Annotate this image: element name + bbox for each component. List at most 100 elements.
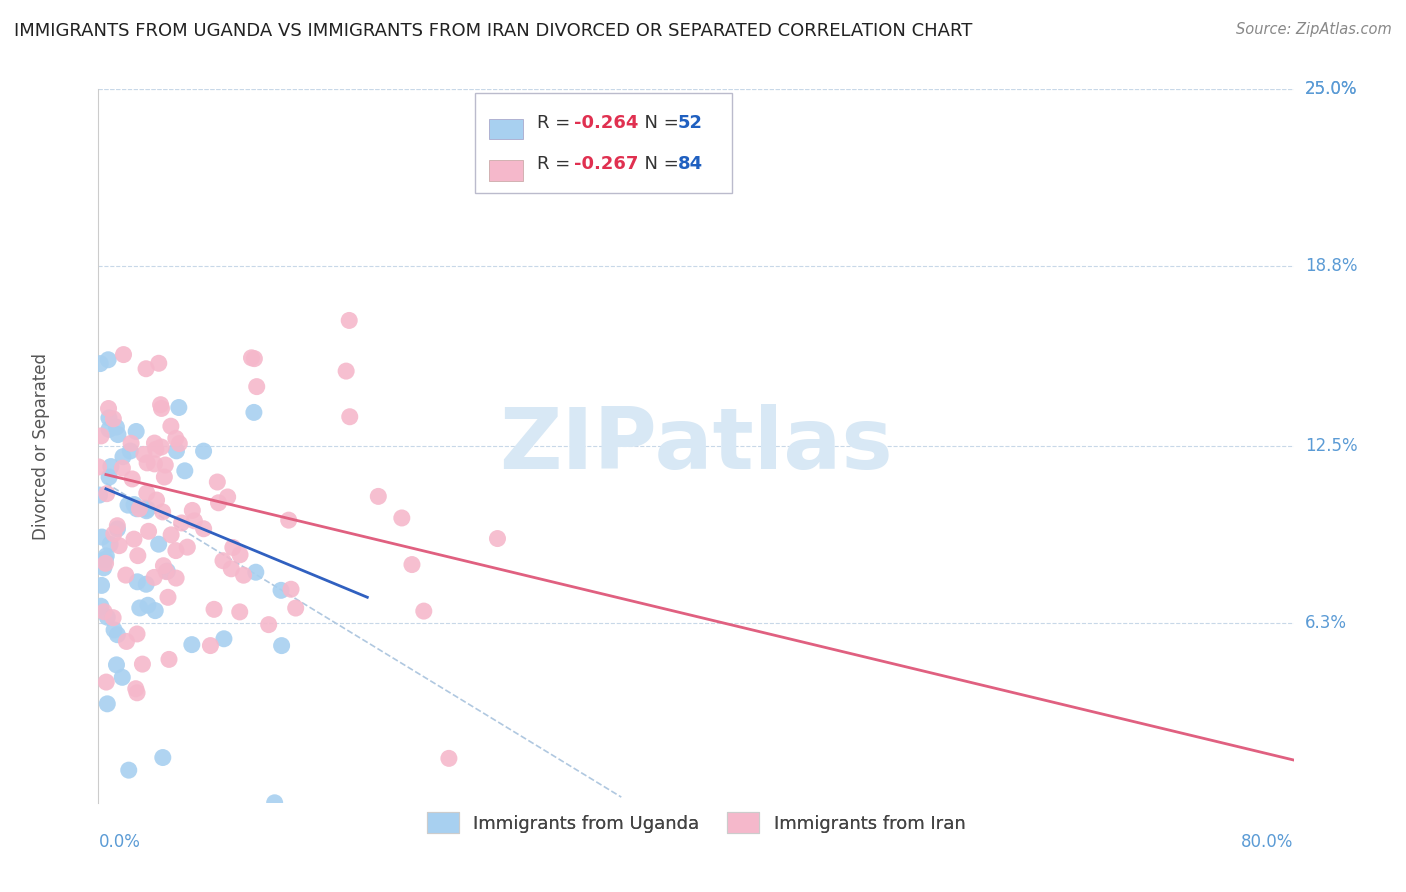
Point	[97, 401, 120, 416]
Point	[155, 565, 177, 579]
Point	[111, 670, 134, 684]
Point	[157, 652, 180, 666]
Point	[94, 557, 117, 571]
Point	[165, 431, 187, 445]
Text: 18.8%: 18.8%	[1305, 257, 1357, 275]
Text: -0.264: -0.264	[574, 114, 638, 132]
Text: IMMIGRANTS FROM UGANDA VS IMMIGRANTS FROM IRAN DIVORCED OR SEPARATED CORRELATION: IMMIGRANTS FROM UGANDA VS IMMIGRANTS FRO…	[14, 22, 973, 40]
Point	[180, 638, 202, 652]
Point	[118, 763, 141, 777]
Point	[128, 501, 150, 516]
Point	[89, 488, 111, 502]
FancyBboxPatch shape	[489, 119, 523, 139]
Point	[143, 604, 166, 618]
Point	[246, 379, 269, 393]
Point	[160, 419, 183, 434]
Point	[135, 504, 157, 518]
Point	[132, 447, 155, 461]
Point	[108, 539, 131, 553]
Point	[135, 361, 157, 376]
Point	[111, 461, 134, 475]
Point	[165, 543, 187, 558]
Point	[222, 541, 245, 555]
Point	[121, 472, 143, 486]
Point	[96, 697, 118, 711]
Point	[257, 617, 280, 632]
Text: 52: 52	[678, 114, 703, 132]
Text: ZIPatlas: ZIPatlas	[499, 404, 893, 488]
Point	[212, 554, 235, 568]
Point	[112, 348, 135, 362]
Point	[128, 601, 150, 615]
Point	[337, 313, 360, 327]
Point	[100, 459, 122, 474]
Text: Source: ZipAtlas.com: Source: ZipAtlas.com	[1236, 22, 1392, 37]
Point	[391, 511, 413, 525]
Point	[263, 796, 285, 810]
Point	[96, 549, 118, 563]
Text: -0.267: -0.267	[574, 155, 638, 173]
Point	[245, 565, 267, 579]
Point	[176, 540, 198, 554]
Point	[93, 561, 115, 575]
Point	[229, 548, 252, 562]
Point	[152, 505, 174, 519]
Point	[103, 412, 125, 426]
Point	[98, 537, 121, 551]
Point	[94, 552, 117, 566]
Point	[89, 357, 111, 371]
Point	[181, 503, 204, 517]
Point	[97, 411, 120, 425]
Point	[160, 528, 183, 542]
Point	[229, 605, 252, 619]
Text: 12.5%: 12.5%	[1305, 437, 1357, 455]
Point	[114, 568, 136, 582]
Point	[107, 427, 129, 442]
Point	[152, 558, 174, 573]
Point	[200, 639, 222, 653]
Point	[103, 526, 125, 541]
Point	[117, 498, 139, 512]
Point	[207, 496, 229, 510]
Point	[122, 532, 145, 546]
Point	[125, 627, 148, 641]
Point	[135, 486, 157, 500]
Point	[131, 657, 153, 672]
Point	[183, 514, 205, 528]
Point	[122, 498, 145, 512]
Point	[96, 610, 118, 624]
Point	[165, 443, 187, 458]
Point	[217, 490, 239, 504]
Point	[193, 522, 215, 536]
Point	[98, 470, 121, 484]
Text: 25.0%: 25.0%	[1305, 80, 1357, 98]
Point	[136, 502, 159, 516]
Point	[243, 405, 266, 419]
Point	[143, 436, 166, 450]
Point	[125, 681, 148, 696]
Point	[125, 501, 148, 516]
Point	[143, 570, 166, 584]
Point	[401, 558, 423, 572]
Text: R =: R =	[537, 155, 576, 173]
Point	[156, 564, 179, 578]
Point	[103, 623, 125, 637]
Point	[155, 458, 177, 472]
Point	[138, 524, 160, 539]
Point	[284, 601, 307, 615]
Point	[127, 549, 149, 563]
Point	[90, 599, 112, 614]
Point	[277, 513, 299, 527]
Point	[170, 516, 193, 530]
Point	[120, 436, 142, 450]
Point	[240, 351, 263, 365]
Point	[150, 440, 173, 454]
Point	[135, 577, 157, 591]
Text: N =: N =	[633, 114, 685, 132]
Point	[219, 562, 242, 576]
Text: 6.3%: 6.3%	[1305, 614, 1347, 632]
Point	[193, 444, 215, 458]
Point	[145, 442, 167, 457]
Point	[148, 537, 170, 551]
Point	[90, 578, 112, 592]
